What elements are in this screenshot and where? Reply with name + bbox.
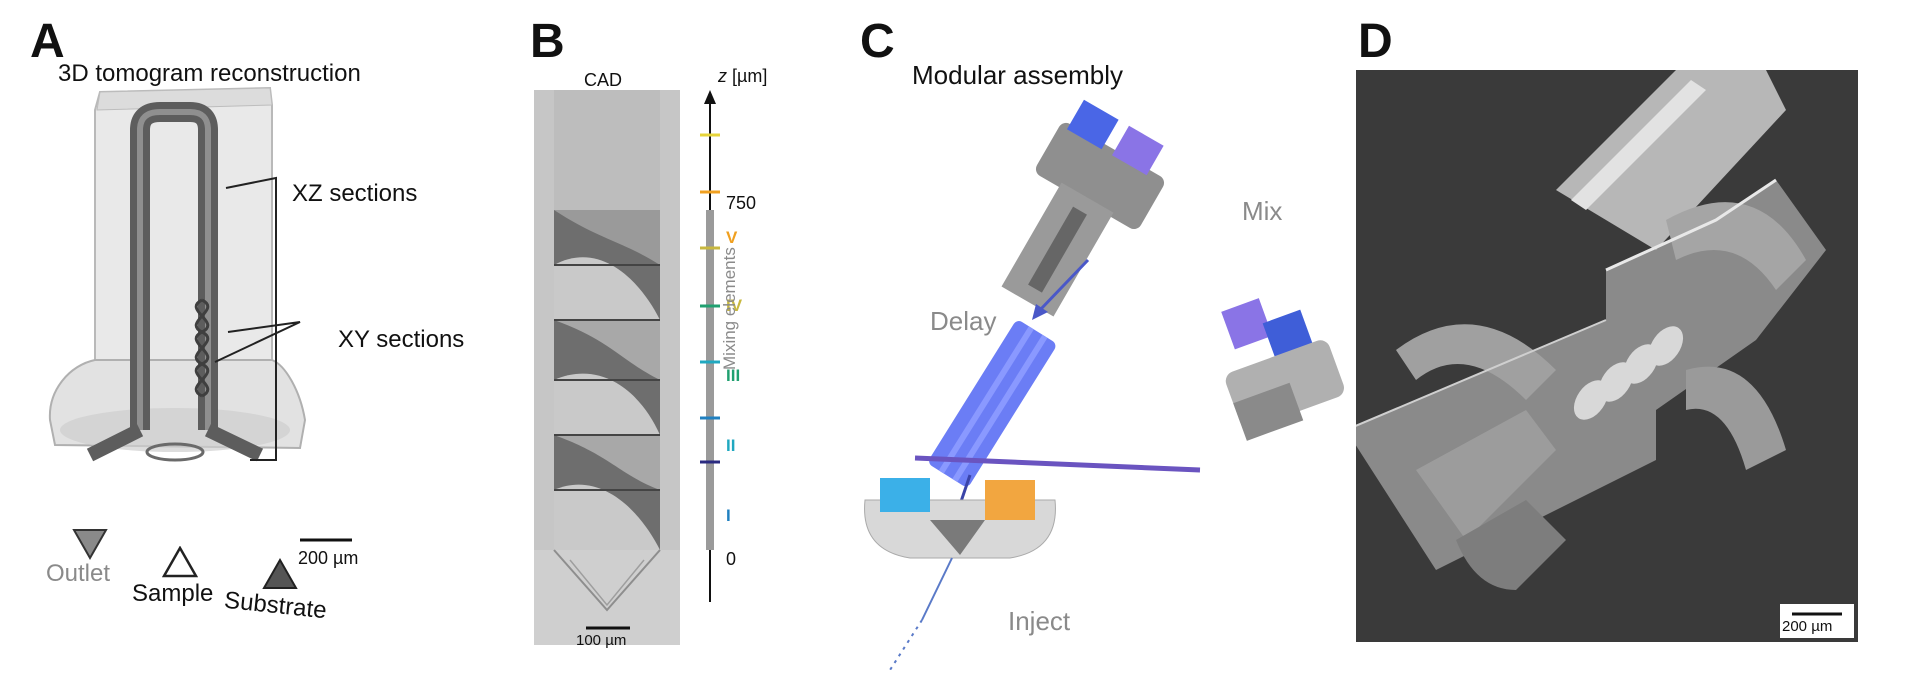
panel-letter-c: C	[860, 15, 895, 68]
outlet-label: Outlet	[46, 560, 111, 587]
cad-mixer-drawing	[534, 90, 680, 645]
panel-b-scalebar-label: 100 µm	[576, 632, 627, 649]
panel-letter-a: A	[30, 15, 65, 68]
sample-triangle-icon	[162, 546, 198, 578]
stage-label-iii: III	[726, 366, 741, 385]
panel-letter-d: D	[1358, 15, 1393, 68]
delay-label: Delay	[930, 306, 997, 336]
panel-a-title: 3D tomogram reconstruction	[58, 60, 361, 87]
outlet-triangle-icon	[72, 529, 108, 561]
sem-device-illustration	[1356, 70, 1858, 642]
panel-c-title: Modular assembly	[912, 60, 1123, 90]
mix-label: Mix	[1242, 196, 1283, 226]
z-axis-ticks	[700, 133, 720, 464]
stage-label-i: I	[726, 506, 731, 525]
inject-module	[864, 478, 1056, 559]
panel-d-scalebar-label: 200 µm	[1782, 618, 1833, 635]
cad-label: CAD	[584, 70, 623, 90]
stage-label-v: V	[726, 228, 738, 247]
mix-module-side	[1221, 298, 1345, 441]
substrate-triangle-icon	[262, 558, 298, 589]
modular-assembly-illustration	[864, 99, 1345, 670]
sem-micrograph: 200 µm	[1356, 70, 1858, 642]
sample-label: Sample	[132, 580, 214, 607]
delay-module	[929, 321, 1056, 487]
xz-sections-label: XZ sections	[292, 180, 418, 207]
mix-module-top	[1001, 99, 1165, 317]
panel-letter-b: B	[530, 15, 565, 68]
mixing-element-stack	[554, 210, 660, 550]
z-tick-750: 750	[726, 193, 757, 213]
mixing-elements-label: Mixing elements	[720, 247, 739, 370]
panel-a-scalebar-label: 200 µm	[298, 548, 359, 568]
inject-label: Inject	[1008, 606, 1071, 636]
z-axis	[704, 90, 716, 602]
stage-label-iv: IV	[726, 296, 743, 315]
stage-label-ii: II	[726, 436, 736, 455]
xy-sections-label: XY sections	[338, 326, 465, 353]
z-tick-0: 0	[726, 549, 737, 569]
z-axis-unit: [µm]	[732, 66, 768, 86]
z-axis-label: z	[718, 66, 727, 86]
tomogram-illustration	[48, 86, 352, 542]
